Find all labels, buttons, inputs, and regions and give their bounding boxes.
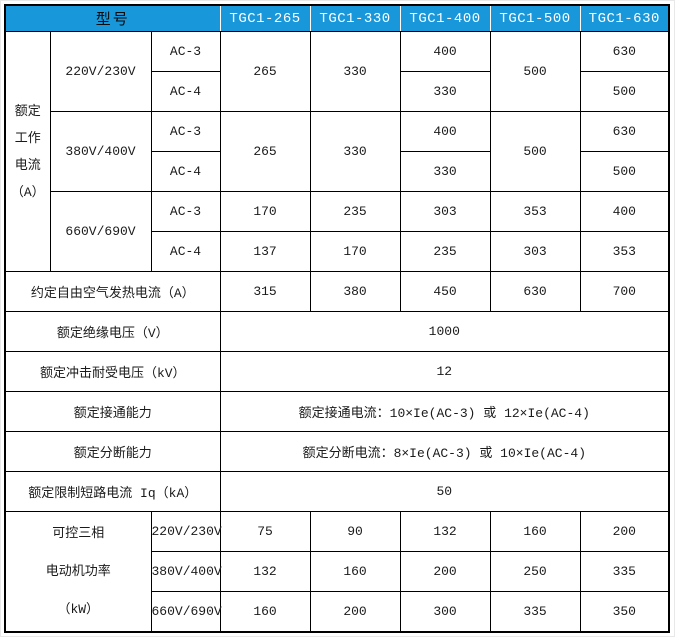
utilization-category: AC-4 (150, 71, 221, 112)
value: 265 (219, 111, 311, 192)
value: 335 (579, 551, 670, 592)
row-label: 额定冲击耐受电压（kV） (4, 351, 221, 392)
value: 200 (399, 551, 491, 592)
voltage-label: 660V/690V (49, 191, 152, 272)
value: 303 (399, 191, 491, 232)
table-row: 额定绝缘电压（V） 1000 (4, 311, 670, 352)
value: 160 (489, 511, 581, 552)
value: 400 (579, 191, 670, 232)
value: 630 (579, 31, 670, 72)
table-title: 型号 (4, 4, 221, 32)
value: 170 (219, 191, 311, 232)
value: 265 (219, 31, 311, 112)
utilization-category: AC-3 (150, 191, 221, 232)
value: 630 (579, 111, 670, 152)
row-label: 约定自由空气发热电流（A） (4, 271, 221, 312)
value: 300 (399, 591, 491, 633)
table-row: AC-4 330 500 (5, 151, 670, 192)
value: 700 (579, 271, 670, 312)
value: 330 (309, 31, 401, 112)
value: 350 (579, 591, 670, 633)
spec-table-header: 型号 TGC1-265 TGC1-330 TGC1-400 TGC1-500 TGC1-6… (4, 4, 670, 32)
value: 235 (399, 231, 491, 272)
value: 200 (579, 511, 670, 552)
column-header-model: TGC1-500 (489, 4, 581, 32)
table-row: 约定自由空气发热电流（A） 315 380 450 630 700 (4, 271, 670, 312)
utilization-category: AC-3 (150, 31, 221, 72)
value: 50 (219, 471, 670, 512)
table-row: 额定 工作 电流 （A） 220V/230V AC-3 265 330 400 500 630 (4, 31, 670, 272)
utilization-category: AC-3 (150, 111, 221, 152)
voltage-label: 220V/230V (150, 511, 222, 552)
utilization-category: AC-4 (150, 151, 221, 192)
value: 132 (399, 511, 491, 552)
value: 330 (399, 151, 491, 192)
value: 1000 (219, 311, 670, 352)
value: 315 (219, 271, 311, 312)
table-row: 660V/690V AC-3 170 235 303 353 400 (5, 191, 670, 272)
table-row: 额定冲击耐受电压（kV） 12 (4, 351, 670, 392)
spec-table: 型号 TGC1-265 TGC1-330 TGC1-400 TGC1-500 TGC1-6… (4, 4, 671, 633)
table-row: 380V/400V AC-3 265 330 400 500 630 (5, 111, 670, 192)
value: 90 (309, 511, 401, 552)
value: 137 (219, 231, 311, 272)
voltage-label: 220V/230V (49, 31, 152, 112)
value: 250 (489, 551, 581, 592)
value: 335 (489, 591, 581, 633)
value: 132 (219, 551, 311, 592)
formula-value: 额定分断电流：8×Ie(AC-3) 或 10×Ie(AC-4) (219, 431, 670, 472)
voltage-label: 380V/400V (150, 551, 222, 592)
value: 500 (579, 71, 670, 112)
row-label: 额定绝缘电压（V） (4, 311, 221, 352)
value: 12 (219, 351, 670, 392)
value: 500 (579, 151, 670, 192)
spec-table-body: 额定 工作 电流 （A） 220V/230V AC-3 265 330 400 500 630… (4, 31, 670, 633)
column-header-model: TGC1-330 (309, 4, 401, 32)
row-label: 额定限制短路电流 Iq（kA） (4, 471, 221, 512)
table-row: 额定限制短路电流 Iq（kA） 50 (4, 471, 670, 512)
value: 353 (489, 191, 581, 232)
value: 235 (309, 191, 401, 232)
value: 400 (399, 31, 491, 72)
table-row: 额定接通能力 额定接通电流：10×Ie(AC-3) 或 12×Ie(AC-4) (4, 391, 670, 432)
value: 630 (489, 271, 581, 312)
table-row: 额定分断能力 额定分断电流：8×Ie(AC-3) 或 10×Ie(AC-4) (4, 431, 670, 472)
utilization-category: AC-4 (150, 231, 221, 272)
value: 330 (309, 111, 401, 192)
column-header-model: TGC1-630 (579, 4, 670, 32)
value: 170 (309, 231, 401, 272)
table-row: 660V/690V 160 200 300 335 350 (5, 591, 670, 633)
value: 75 (219, 511, 311, 552)
value: 500 (489, 111, 581, 192)
value: 500 (489, 31, 581, 112)
formula-value: 额定接通电流：10×Ie(AC-3) 或 12×Ie(AC-4) (219, 391, 670, 432)
table-row: 380V/400V 132 160 200 250 335 (5, 551, 670, 592)
group-label-power: 可控三相 电动机功率 （kW） (4, 511, 152, 633)
value: 160 (219, 591, 311, 633)
value: 380 (309, 271, 401, 312)
column-header-model: TGC1-400 (399, 4, 491, 32)
table-row: 可控三相 电动机功率 （kW） 220V/230V 75 90 132 160 200 (4, 511, 670, 633)
row-label: 额定接通能力 (4, 391, 221, 432)
value: 330 (399, 71, 491, 112)
row-label: 额定分断能力 (4, 431, 221, 472)
header-row: 型号 TGC1-265 TGC1-330 TGC1-400 TGC1-500 TGC1-6… (4, 4, 670, 32)
voltage-label: 660V/690V (150, 591, 222, 633)
table-row: AC-4 137 170 235 303 353 (5, 231, 670, 272)
value: 450 (399, 271, 491, 312)
voltage-label: 380V/400V (49, 111, 152, 192)
value: 303 (489, 231, 581, 272)
table-row: AC-4 330 500 (5, 71, 670, 112)
value: 353 (579, 231, 670, 272)
value: 400 (399, 111, 491, 152)
column-header-model: TGC1-265 (219, 4, 311, 32)
value: 200 (309, 591, 401, 633)
value: 160 (309, 551, 401, 592)
group-label-current: 额定 工作 电流 （A） (4, 31, 51, 272)
